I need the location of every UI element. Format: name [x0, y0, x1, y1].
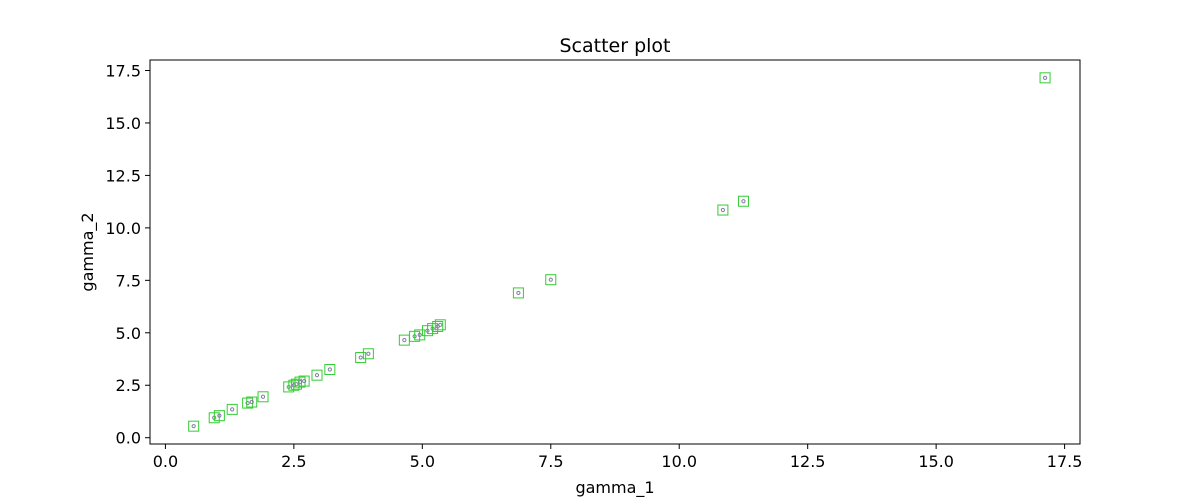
y-axis: 0.0 2.5 5.0 7.5 10.0 12.5 15.0 17.5 — [105, 61, 150, 447]
scatter-point — [227, 404, 237, 414]
scatter-point — [513, 288, 523, 298]
square-marker — [1040, 73, 1050, 83]
dot-marker — [517, 291, 520, 294]
scatter-point — [718, 205, 728, 215]
dot-marker — [231, 408, 234, 411]
dot-marker — [315, 374, 318, 377]
dot-marker — [359, 356, 362, 359]
scatter-point — [325, 365, 335, 375]
y-axis-title: gamma_2 — [78, 212, 98, 291]
dot-marker — [1043, 76, 1046, 79]
scatter-point — [1040, 73, 1050, 83]
x-tick-label: 12.5 — [790, 452, 826, 471]
square-marker — [546, 275, 556, 285]
y-tick-label: 10.0 — [105, 219, 141, 238]
y-tick-label: 0.0 — [116, 429, 141, 448]
square-marker — [718, 205, 728, 215]
x-tick-label: 2.5 — [281, 452, 306, 471]
dot-marker — [192, 425, 195, 428]
square-marker — [399, 335, 409, 345]
scatter-point — [189, 421, 199, 431]
y-tick-label: 2.5 — [116, 376, 141, 395]
square-marker — [258, 392, 268, 402]
square-marker — [189, 421, 199, 431]
scatter-point — [258, 392, 268, 402]
scatter-point — [363, 349, 373, 359]
square-marker — [363, 349, 373, 359]
square-marker — [312, 370, 322, 380]
dot-marker — [721, 208, 724, 211]
dot-marker — [403, 339, 406, 342]
y-tick-label: 17.5 — [105, 61, 141, 80]
x-tick-label: 15.0 — [918, 452, 954, 471]
dot-marker — [742, 200, 745, 203]
y-tick-label: 15.0 — [105, 114, 141, 133]
dot-marker — [303, 379, 306, 382]
dot-marker — [250, 400, 253, 403]
x-tick-label: 17.5 — [1047, 452, 1083, 471]
x-tick-label: 10.0 — [661, 452, 697, 471]
dot-marker — [439, 323, 442, 326]
plot-area — [150, 60, 1080, 444]
data-points — [189, 73, 1050, 431]
scatter-point — [312, 370, 322, 380]
square-marker — [356, 353, 366, 363]
y-tick-label: 5.0 — [116, 324, 141, 343]
dot-marker — [328, 368, 331, 371]
square-marker — [325, 365, 335, 375]
y-tick-label: 12.5 — [105, 166, 141, 185]
dot-marker — [261, 395, 264, 398]
scatter-point — [738, 196, 748, 206]
x-tick-label: 0.0 — [153, 452, 178, 471]
x-tick-label: 5.0 — [410, 452, 435, 471]
scatter-point — [546, 275, 556, 285]
scatter-point — [356, 353, 366, 363]
square-marker — [227, 404, 237, 414]
chart-title: Scatter plot — [559, 35, 670, 57]
x-axis-title: gamma_1 — [575, 478, 654, 498]
scatter-point — [399, 335, 409, 345]
dot-marker — [549, 278, 552, 281]
y-tick-label: 7.5 — [116, 271, 141, 290]
x-tick-label: 7.5 — [538, 452, 563, 471]
square-marker — [513, 288, 523, 298]
x-axis: 0.0 2.5 5.0 7.5 10.0 12.5 15.0 17.5 — [153, 444, 1083, 471]
dot-marker — [367, 352, 370, 355]
square-marker — [738, 196, 748, 206]
